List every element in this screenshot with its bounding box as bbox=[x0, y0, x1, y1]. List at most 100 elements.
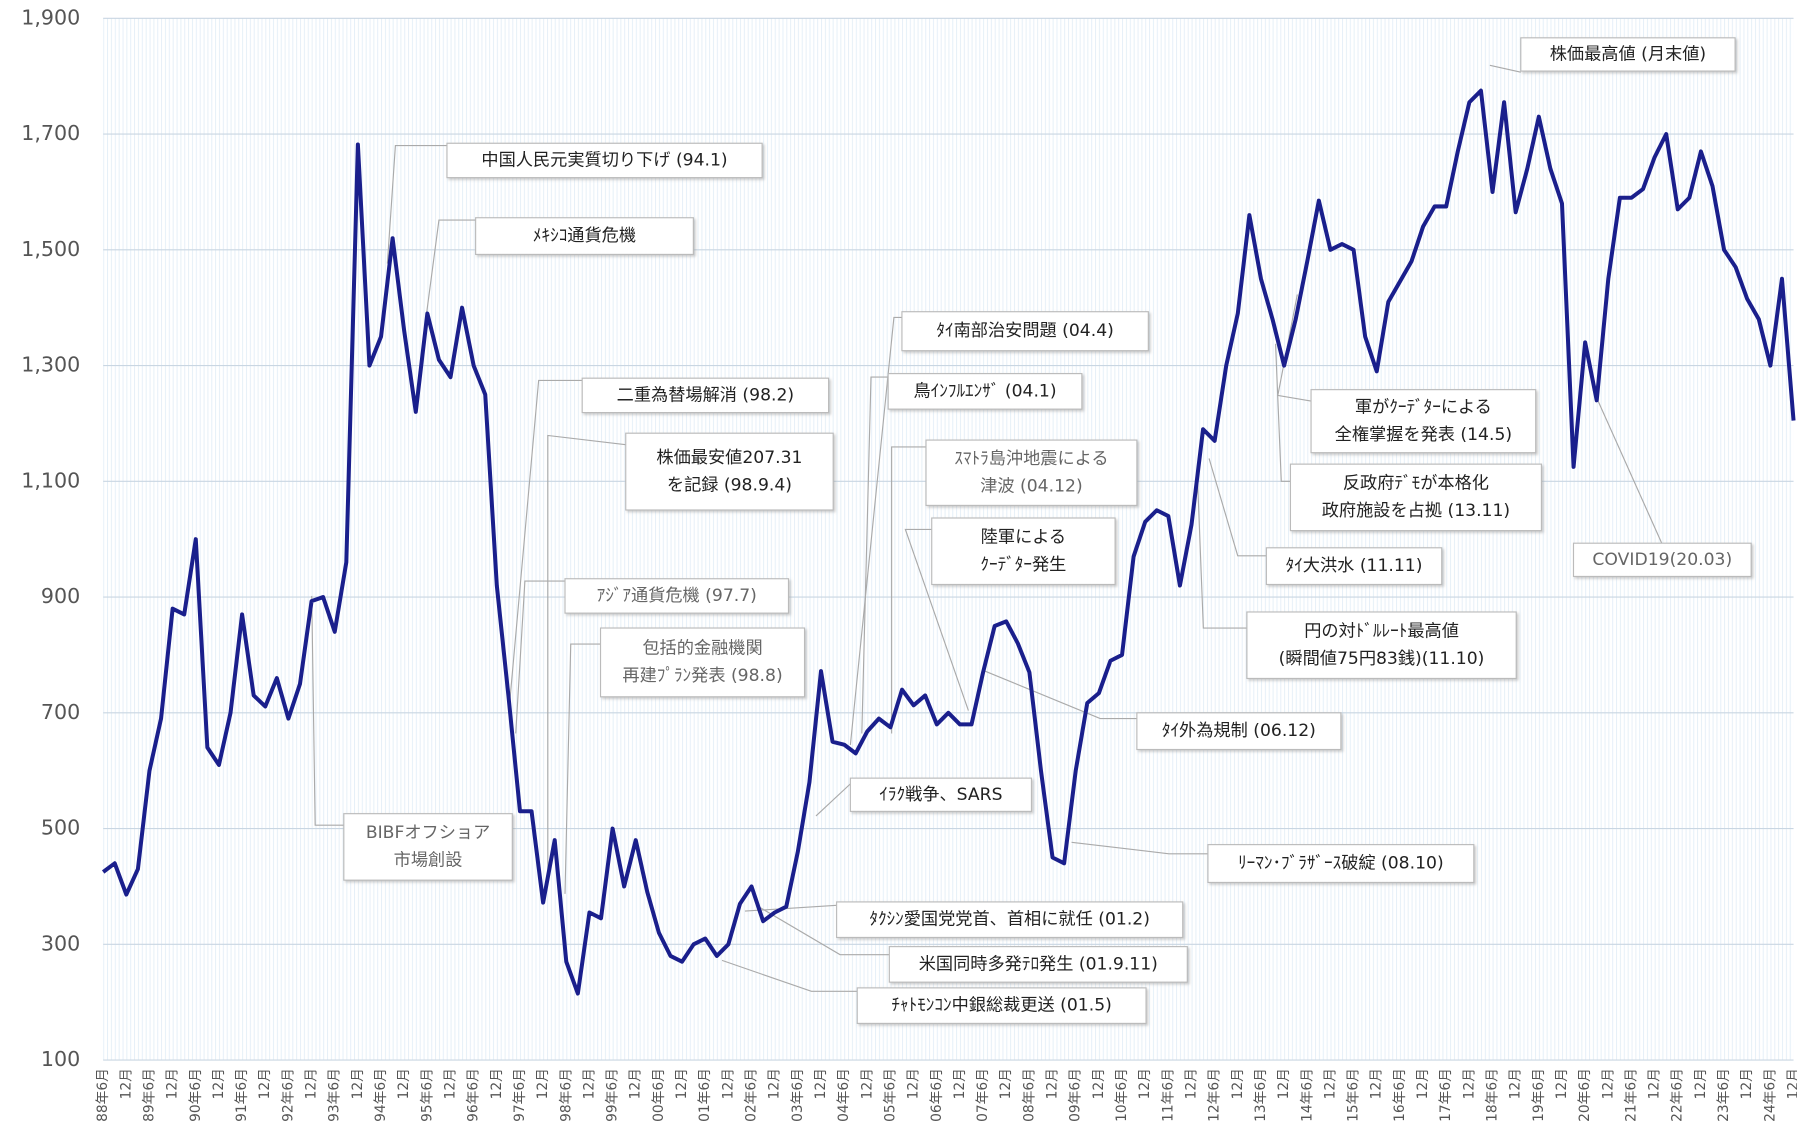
x-tick-label: 99年6月 bbox=[605, 1068, 621, 1122]
x-tick-label: 12月 bbox=[581, 1068, 597, 1099]
annotation-text: ﾀｸｼﾝ愛国党党首、首相に就任 (01.2) bbox=[869, 910, 1150, 930]
x-tick-label: 12月 bbox=[304, 1068, 320, 1099]
x-tick-label: 94年6月 bbox=[373, 1068, 389, 1122]
annotation-leader bbox=[1208, 458, 1267, 557]
x-tick-label: 15年6月 bbox=[1346, 1068, 1362, 1122]
x-tick-label: 03年6月 bbox=[790, 1068, 806, 1122]
annotation-text: 津波 (04.12) bbox=[980, 476, 1082, 496]
x-tick-label: 97年6月 bbox=[512, 1068, 528, 1122]
annotation-text: BIBFオフショア bbox=[366, 823, 490, 843]
annotation-text: 中国人民元実質切り下げ (94.1) bbox=[481, 150, 727, 170]
x-tick-label: 02年6月 bbox=[744, 1068, 760, 1122]
annotation-box bbox=[1246, 611, 1517, 680]
annotation-leader bbox=[564, 643, 601, 894]
x-tick-label: 12月 bbox=[674, 1068, 690, 1099]
x-tick-label: 12月 bbox=[257, 1068, 273, 1099]
x-tick-label: 22年6月 bbox=[1670, 1068, 1686, 1122]
annotation-box bbox=[599, 627, 806, 698]
x-tick-label: 07年6月 bbox=[975, 1068, 991, 1122]
x-tick-label: 12月 bbox=[1322, 1068, 1338, 1099]
x-tick-label: 12月 bbox=[1786, 1068, 1797, 1099]
annotation-box bbox=[1136, 712, 1342, 751]
annotation-text: ﾁｬﾄﾓﾝｺﾝ中銀総裁更送 (01.5) bbox=[891, 996, 1111, 1016]
x-tick-label: 12月 bbox=[489, 1068, 505, 1099]
series bbox=[101, 88, 1796, 996]
y-tick-label: 1,300 bbox=[21, 353, 80, 377]
x-tick-label: 11年6月 bbox=[1160, 1068, 1176, 1122]
annotation-box bbox=[849, 777, 1033, 812]
annotation-box bbox=[1207, 844, 1475, 884]
annotation-text: を記録 (98.9.4) bbox=[667, 475, 792, 495]
x-axis: 88年6月 12月 89年6月 12月 90年6月 12月 91年6月 12月 92年6月 12月… bbox=[95, 1068, 1797, 1122]
x-tick-label: 12月 bbox=[211, 1068, 227, 1099]
x-tick-label: 12月 bbox=[1091, 1068, 1107, 1099]
annotation-text: ﾀｲ外為規制 (06.12) bbox=[1162, 721, 1316, 741]
x-tick-label: 12月 bbox=[1693, 1068, 1709, 1099]
annotation-box bbox=[1520, 37, 1736, 72]
x-tick-label: 12月 bbox=[118, 1068, 134, 1099]
x-tick-label: 12月 bbox=[350, 1068, 366, 1099]
annotation-leader bbox=[756, 904, 890, 956]
x-tick-label: 21年6月 bbox=[1623, 1068, 1639, 1122]
annotation-box bbox=[1289, 463, 1542, 532]
annotation-box bbox=[1265, 547, 1443, 586]
y-tick-label: 1,700 bbox=[21, 121, 80, 145]
x-tick-label: 12月 bbox=[1230, 1068, 1246, 1099]
y-axis: 100 300 500 700 900 1,100 1,300 1,500 1,700 1,900 bbox=[21, 5, 80, 1071]
annotation-leader bbox=[1277, 294, 1312, 402]
x-tick-label: 12月 bbox=[165, 1068, 181, 1099]
annotation-text: 反政府ﾃﾞﾓが本格化 bbox=[1343, 474, 1489, 494]
annotation-text: COVID19(20.03) bbox=[1592, 550, 1732, 570]
annotation-text: 株価最高値 (月末値) bbox=[1550, 44, 1706, 64]
annotation-text: ｽﾏﾄﾗ島沖地震による bbox=[954, 449, 1108, 469]
x-tick-label: 12月 bbox=[628, 1068, 644, 1099]
x-tick-label: 12月 bbox=[442, 1068, 458, 1099]
annotation-box bbox=[836, 901, 1184, 939]
x-tick-label: 05年6月 bbox=[882, 1068, 898, 1122]
annotation-box bbox=[925, 439, 1138, 506]
x-tick-label: 90年6月 bbox=[188, 1068, 204, 1122]
y-tick-label: 1,500 bbox=[21, 237, 80, 261]
y-tick-label: 700 bbox=[41, 700, 80, 724]
annotation-text: 市場創設 bbox=[394, 851, 463, 871]
x-tick-label: 06年6月 bbox=[929, 1068, 945, 1122]
annotation-leader bbox=[1197, 481, 1247, 629]
x-tick-label: 08年6月 bbox=[1021, 1068, 1037, 1122]
x-tick-label: 09年6月 bbox=[1068, 1068, 1084, 1122]
annotation-box bbox=[931, 517, 1116, 586]
x-tick-label: 10年6月 bbox=[1114, 1068, 1130, 1122]
x-tick-label: 12月 bbox=[1461, 1068, 1477, 1099]
x-tick-label: 93年6月 bbox=[327, 1068, 343, 1122]
annotation-leader bbox=[311, 595, 344, 826]
x-tick-label: 12月 bbox=[859, 1068, 875, 1099]
annotation-text: ﾀｲ大洪水 (11.11) bbox=[1286, 556, 1423, 576]
annotation-leader bbox=[1489, 64, 1521, 73]
annotation-leader bbox=[386, 144, 447, 264]
x-tick-label: 88年6月 bbox=[95, 1068, 111, 1122]
x-tick-label: 12月 bbox=[1508, 1068, 1524, 1099]
annotation-text: ｸｰﾃﾞﾀｰ発生 bbox=[980, 555, 1066, 575]
annotation-leader bbox=[547, 434, 626, 883]
x-tick-label: 23年6月 bbox=[1716, 1068, 1732, 1122]
x-tick-label: 12月 bbox=[1554, 1068, 1570, 1099]
x-tick-label: 96年6月 bbox=[466, 1068, 482, 1122]
x-tick-label: 01年6月 bbox=[697, 1068, 713, 1122]
annotation-text: ﾘｰﾏﾝ･ﾌﾞﾗｻﾞｰｽ破綻 (08.10) bbox=[1238, 854, 1444, 874]
x-tick-label: 24年6月 bbox=[1762, 1068, 1778, 1122]
y-tick-label: 100 bbox=[41, 1047, 80, 1071]
annotation-text: ﾒｷｼｺ通貨危機 bbox=[533, 226, 636, 246]
annotation-leader bbox=[904, 528, 969, 711]
line-series bbox=[101, 88, 1796, 996]
annotation-box bbox=[343, 813, 513, 881]
x-tick-label: 12月 bbox=[998, 1068, 1014, 1099]
annotation-leader bbox=[425, 219, 476, 316]
annotation-text: 円の対ﾄﾞﾙﾚｰﾄ最高値 bbox=[1304, 621, 1459, 641]
x-tick-label: 17年6月 bbox=[1438, 1068, 1454, 1122]
annotation-box bbox=[446, 142, 763, 179]
y-tick-label: 500 bbox=[41, 816, 80, 840]
annotation-leader bbox=[721, 959, 858, 992]
annotation-leader bbox=[515, 580, 566, 734]
x-tick-label: 12月 bbox=[396, 1068, 412, 1099]
x-tick-label: 12月 bbox=[535, 1068, 551, 1099]
x-tick-label: 92年6月 bbox=[280, 1068, 296, 1122]
